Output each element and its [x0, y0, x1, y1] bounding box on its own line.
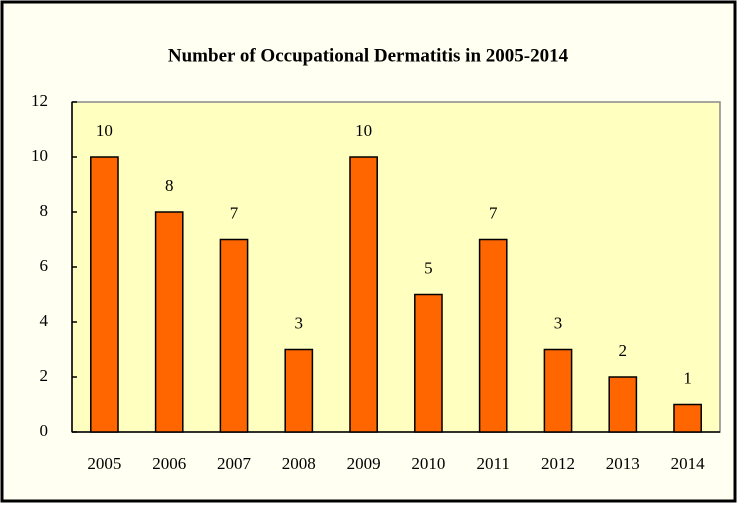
x-tick-label: 2011 [477, 454, 510, 473]
x-tick-label: 2013 [606, 454, 640, 473]
bar [90, 156, 119, 433]
data-label: 1 [683, 368, 692, 387]
data-label: 3 [295, 313, 304, 332]
y-tick-label: 10 [31, 146, 48, 165]
bar [543, 348, 573, 433]
x-tick-label: 2006 [152, 454, 186, 473]
data-label: 7 [489, 203, 498, 222]
bar [673, 403, 702, 433]
chart-title: Number of Occupational Dermatitis in 200… [168, 45, 569, 66]
y-tick-label: 4 [40, 311, 49, 330]
x-tick-label: 2010 [411, 454, 445, 473]
y-tick-label: 2 [40, 366, 49, 385]
data-label: 10 [355, 121, 372, 140]
bar [154, 211, 184, 433]
bar [414, 293, 443, 433]
data-label: 10 [96, 121, 113, 140]
bar [478, 238, 508, 433]
bar [608, 376, 638, 433]
y-tick-label: 8 [40, 201, 49, 220]
y-tick-label: 6 [40, 256, 49, 275]
x-tick-label: 2005 [87, 454, 121, 473]
data-label: 3 [554, 313, 563, 332]
x-tick-label: 2008 [282, 454, 316, 473]
data-label: 5 [424, 258, 433, 277]
x-tick-label: 2007 [217, 454, 252, 473]
x-tick-label: 2012 [541, 454, 575, 473]
bar [219, 238, 249, 433]
y-tick-label: 12 [31, 91, 48, 110]
data-label: 7 [230, 203, 239, 222]
y-tick-label: 0 [40, 421, 49, 440]
x-tick-label: 2009 [347, 454, 381, 473]
data-label: 2 [619, 341, 628, 360]
data-label: 8 [165, 176, 174, 195]
bar [349, 156, 378, 433]
x-tick-label: 2014 [671, 454, 706, 473]
bar [284, 348, 314, 433]
